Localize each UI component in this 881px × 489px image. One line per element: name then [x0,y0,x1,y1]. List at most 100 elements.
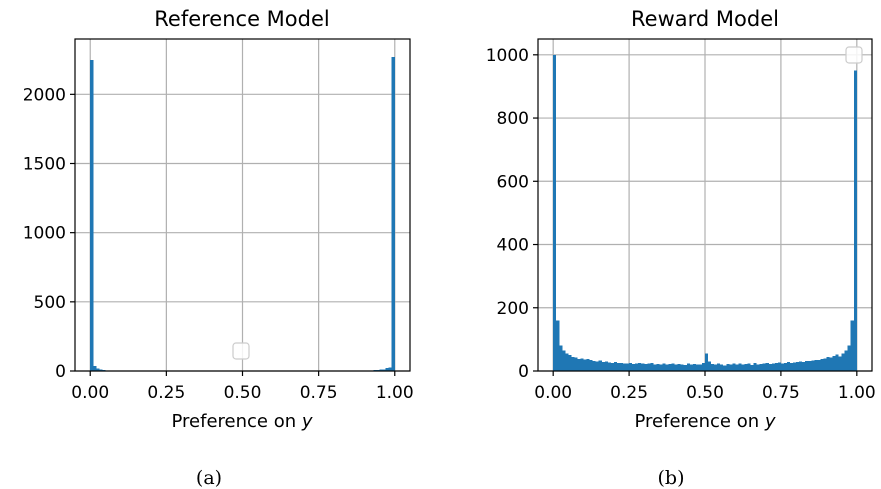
histogram-bar [93,366,97,371]
histogram-bar [99,369,103,371]
histogram-bar [571,356,575,371]
histogram-bar [96,368,100,371]
histogram-bar [583,359,587,371]
histogram-bar [692,364,696,371]
histogram-bar [562,350,566,371]
histogram-bar [647,363,651,371]
histogram-bar [382,369,386,371]
histogram-bar [635,363,639,371]
histogram-bar [790,363,794,371]
histogram-bar [589,360,593,371]
histogram-bar [771,363,775,371]
xticks-a: 0.00 0.25 0.50 0.75 1.00 [71,371,414,403]
histogram-bar [677,364,681,371]
histogram-bar [732,363,736,371]
x-tick-label: 1.00 [838,383,876,403]
histogram-bar [683,364,687,371]
histogram-bar [808,361,812,371]
histogram-bar [385,368,389,371]
caption-a: (a) [196,467,222,489]
grid-a [75,39,410,372]
histogram-bar [586,358,590,371]
y-tick-label: 1000 [23,224,66,244]
histogram-bar [717,363,721,371]
histogram-bar [786,362,791,371]
histogram-bar [662,363,666,371]
histogram-bar [844,350,848,371]
histogram-bar [568,355,572,371]
histogram-bar [774,363,778,371]
histogram-bar [613,362,617,371]
histogram-bar [601,362,605,371]
histogram-bar [391,56,395,371]
panel-reference-model: 0.00 0.25 0.50 0.75 1.00 0 500 1000 1500 2000 Re… [23,7,414,489]
histogram-bar [90,59,94,371]
histogram-bar [744,364,748,371]
histogram-bar [823,358,827,371]
histogram-bar [668,364,672,371]
yticks-b: 0 200 400 600 800 1000 [486,46,538,382]
histogram-bar [729,364,733,371]
histogram-bar [701,363,705,371]
histogram-bar [665,364,669,371]
panel-reward-model: 0.00 0.25 0.50 0.75 1.00 0 200 400 600 800 1000 R… [486,7,876,489]
histogram-bar [680,364,684,371]
histogram-bar [708,361,712,371]
histogram-bar [644,364,648,371]
histogram-bar [777,362,781,371]
histogram-bar [723,365,727,371]
histogram-bar [592,360,596,371]
histogram-bar [814,359,818,371]
histogram-bar [607,362,611,371]
histogram-bar [811,360,815,371]
histogram-bar [835,354,839,371]
histogram-bar [577,358,581,371]
x-tick-label: 0.75 [300,383,338,403]
y-tick-label: 1000 [486,46,529,66]
histogram-bar [604,361,608,371]
grid-b [538,39,872,372]
histogram-bar [799,361,803,371]
x-axis-label-b: Preference on y [634,411,775,432]
x-axis-label-prefix-b: Preference on [634,411,764,432]
histogram-bar [838,356,842,371]
histogram-bar [598,360,602,371]
histogram-bar [388,367,392,371]
y-tick-label: 600 [497,172,529,192]
histogram-bar [780,363,784,371]
histogram-bar [565,353,569,371]
histogram-bar [674,364,678,371]
x-tick-label: 0.25 [147,383,185,403]
x-tick-label: 0.50 [224,383,262,403]
histogram-bar [850,320,854,371]
histogram-bar [619,362,624,371]
histogram-bar [595,361,599,371]
caption-b: (b) [658,467,685,489]
histogram-bar [580,358,584,371]
yticks-a: 0 500 1000 1500 2000 [23,85,75,382]
histogram-bar [817,360,821,371]
bars-b [553,54,857,372]
histogram-bar [720,364,724,371]
y-tick-label: 200 [497,299,529,319]
x-tick-label: 0.00 [534,383,572,403]
histogram-bar [671,363,675,371]
histogram-bar [783,362,787,371]
histogram-bar [659,364,663,371]
histogram-bar [735,364,739,371]
x-axis-label-prefix-a: Preference on [171,411,301,432]
histogram-bar [574,357,578,371]
x-axis-label-a: Preference on y [171,411,312,432]
histogram-bar [829,357,833,371]
histogram-bar [750,364,754,371]
histogram-bar [832,355,836,371]
xticks-b: 0.00 0.25 0.50 0.75 1.00 [534,371,876,403]
histogram-bar [638,363,642,371]
chart-title-b: Reward Model [631,7,779,31]
histogram-bar [753,363,757,371]
histogram-bar [689,364,693,371]
y-tick-label: 0 [518,362,529,382]
histogram-bar [656,364,660,371]
histogram-bar [379,369,383,371]
histogram-bar [820,358,824,371]
